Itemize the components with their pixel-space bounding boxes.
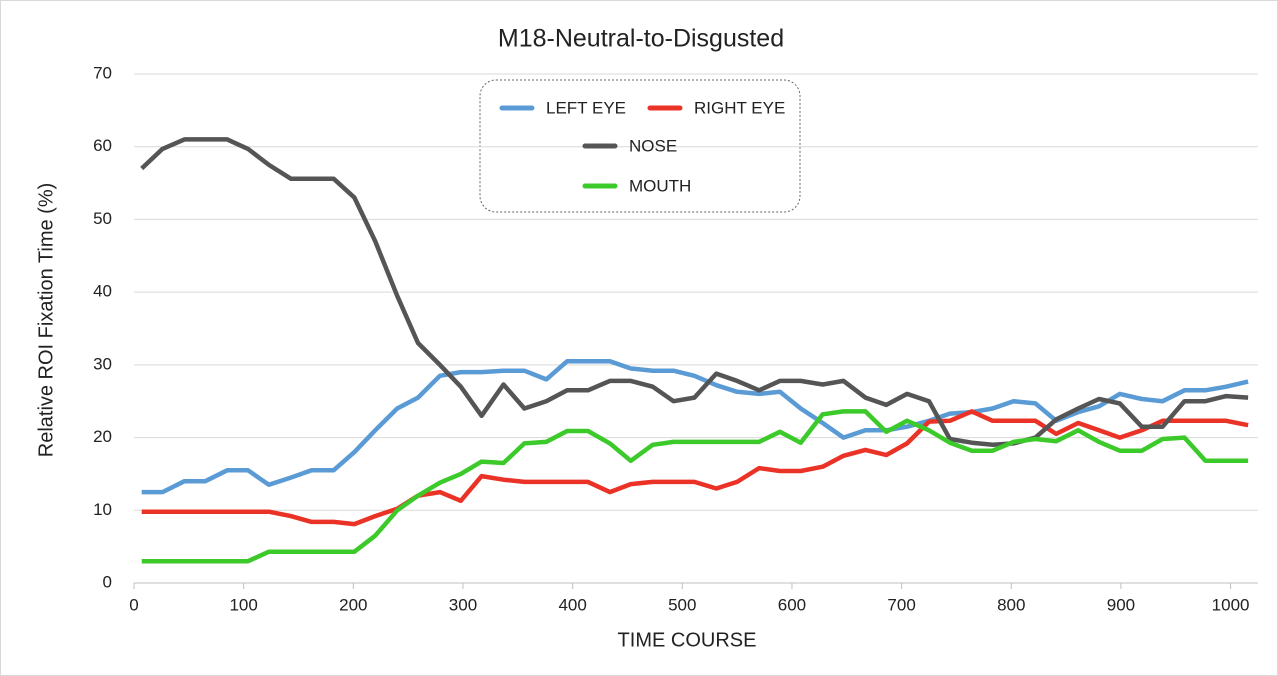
series-line — [141, 409, 1249, 527]
x-tick-label: 100 — [229, 595, 257, 614]
x-tick-label: 0 — [129, 595, 138, 614]
y-tick-label: 70 — [93, 63, 112, 82]
x-tick-label: 1000 — [1212, 595, 1250, 614]
x-tick-label: 500 — [668, 595, 696, 614]
y-tick-label: 60 — [93, 136, 112, 155]
series-line — [141, 409, 1249, 564]
legend-label: RIGHT EYE — [694, 98, 785, 117]
x-tick-label: 900 — [1107, 595, 1135, 614]
y-axis-label: Relative ROI Fixation Time (%) — [35, 183, 57, 458]
x-tick-label: 400 — [558, 595, 586, 614]
legend-label: MOUTH — [629, 176, 691, 195]
legend-box — [479, 79, 801, 213]
y-tick-label: 50 — [93, 209, 112, 228]
x-tick-label: 200 — [339, 595, 367, 614]
x-tick-label: 700 — [887, 595, 915, 614]
y-tick-label: 0 — [103, 572, 112, 591]
x-tick-label: 300 — [449, 595, 477, 614]
x-axis-label: TIME COURSE — [618, 629, 757, 651]
y-tick-label: 40 — [93, 282, 112, 301]
chart-title: M18-Neutral-to-Disgusted — [498, 25, 784, 53]
legend-label: NOSE — [629, 136, 677, 155]
x-tick-label: 600 — [778, 595, 806, 614]
y-tick-label: 20 — [93, 427, 112, 446]
y-tick-label: 10 — [93, 500, 112, 519]
series-line — [140, 137, 1249, 448]
legend-label: LEFT EYE — [546, 98, 626, 117]
y-tick-label: 30 — [93, 354, 112, 373]
x-tick-label: 800 — [997, 595, 1025, 614]
